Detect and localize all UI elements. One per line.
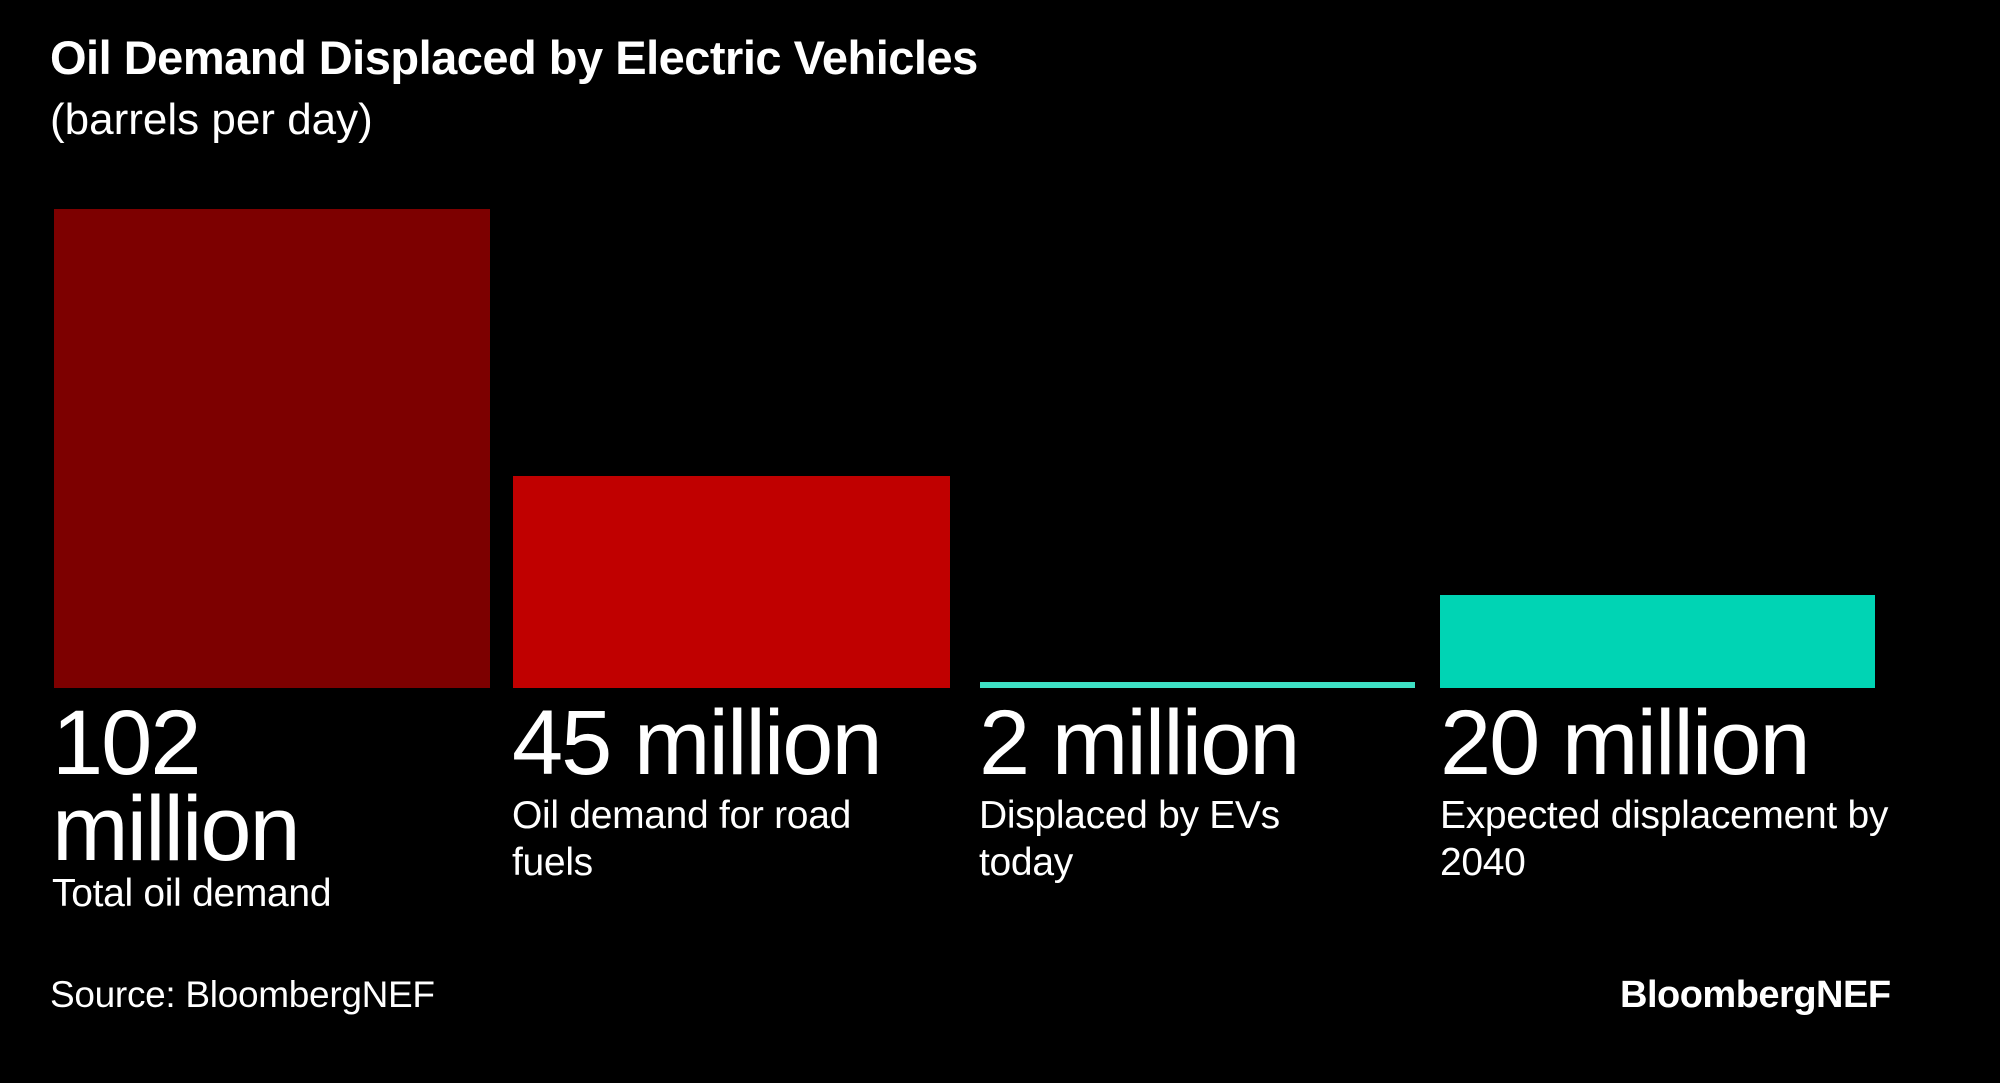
chart-subtitle: (barrels per day) (50, 95, 373, 144)
chart-title: Oil Demand Displaced by Electric Vehicle… (50, 31, 978, 84)
bar-total-oil-demand (54, 209, 490, 688)
value-label: 45 million (512, 692, 883, 794)
description-label: Displaced by EVs today (979, 794, 1280, 884)
column-label-displacement-2040: 20 million Expected displacement by 2040 (1440, 692, 1920, 886)
column-label-total: 102 million Total oil demand (52, 692, 502, 917)
source-note: Source: BloombergNEF (50, 974, 435, 1015)
column-label-road-fuels: 45 million Oil demand for road fuels (512, 692, 932, 886)
value-label: 20 million (1440, 692, 1811, 794)
column-label-displaced-today: 2 million Displaced by EVs today (979, 692, 1359, 886)
description-label: Expected displacement by 2040 (1440, 794, 1889, 884)
bar-road-fuels (513, 476, 950, 688)
description-label: Oil demand for road fuels (512, 794, 851, 884)
bar-displaced-today (980, 682, 1415, 688)
value-label: 102 (52, 692, 202, 794)
bloombergnef-logo: BloombergNEF (1620, 974, 1891, 1016)
bar-displacement-2040 (1440, 595, 1875, 688)
value-label: 2 million (979, 692, 1300, 794)
value-label-unit: million (52, 778, 301, 880)
description-label: Total oil demand (52, 872, 332, 915)
